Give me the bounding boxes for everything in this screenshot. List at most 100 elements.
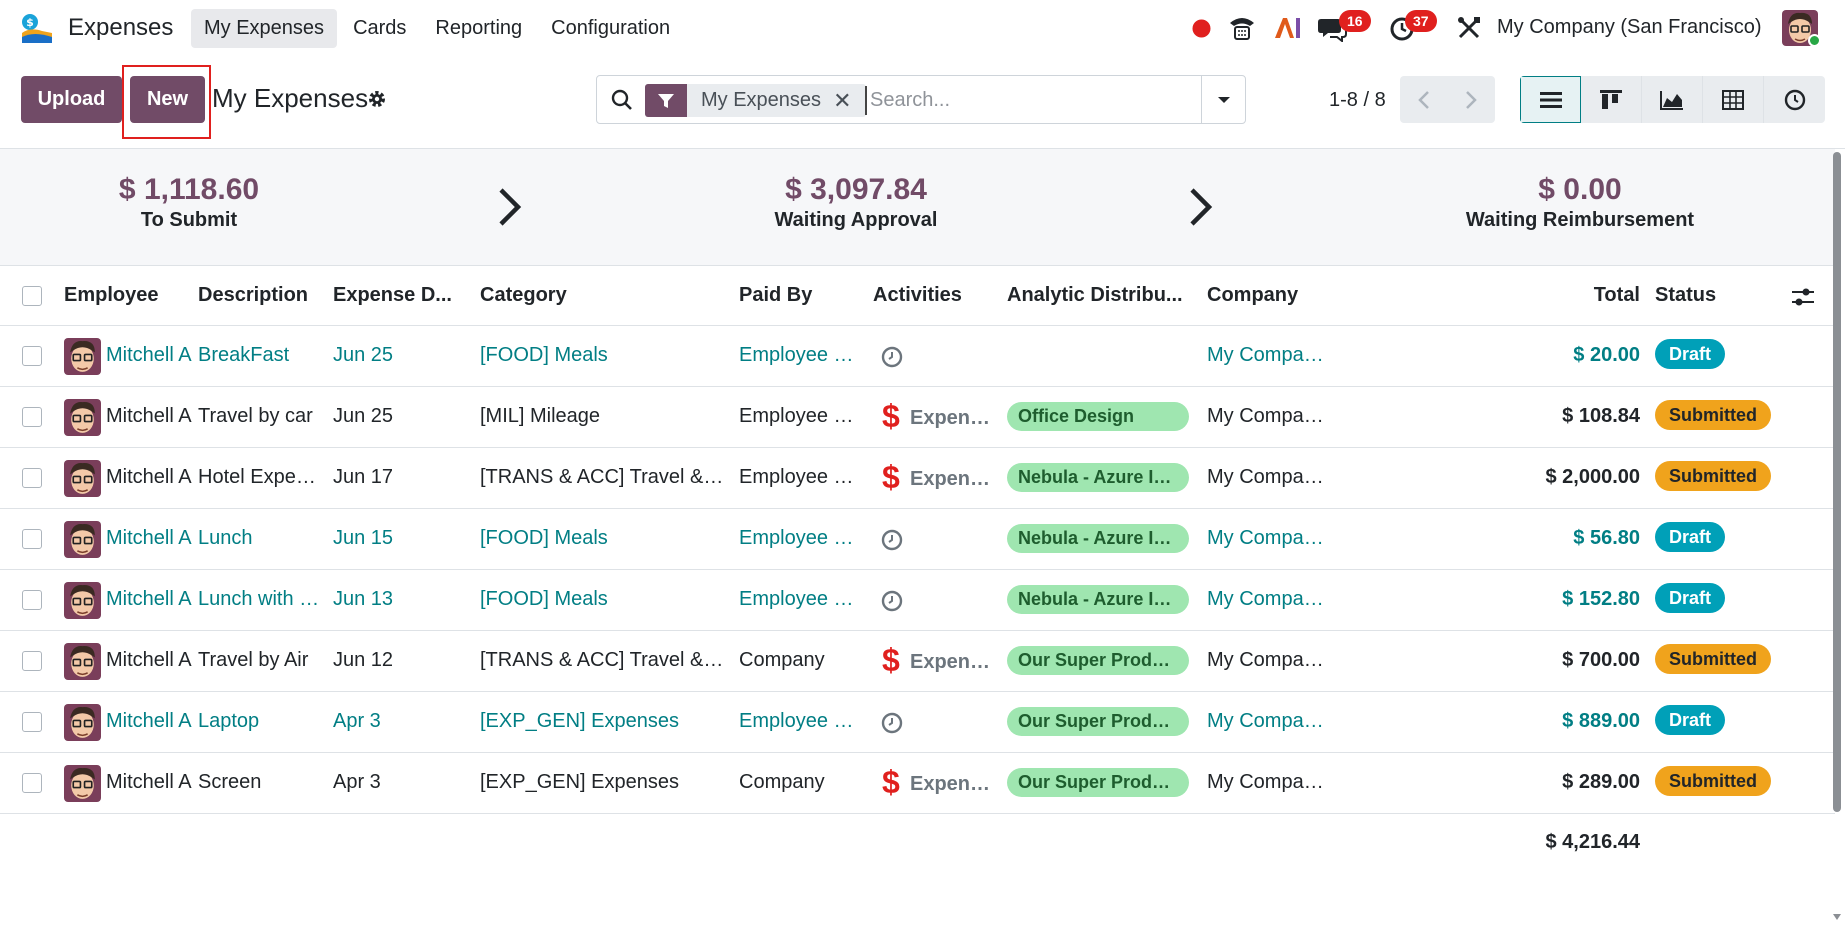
- kanban-view-button[interactable]: [1581, 76, 1642, 123]
- cell-employee: Mitchell Admin: [106, 710, 192, 732]
- clock-icon: [1784, 89, 1805, 110]
- activity-dollar-icon[interactable]: $: [882, 398, 900, 434]
- summary-to-submit-label: To Submit: [140, 209, 238, 231]
- table-row[interactable]: Mitchell Admin Screen Apr 3 [EXP_GEN] Expen…: [0, 753, 1835, 814]
- cell-category: [FOOD] Meals: [480, 344, 608, 366]
- pager-previous-button[interactable]: [1400, 76, 1447, 123]
- row-checkbox[interactable]: [22, 468, 42, 488]
- table-row[interactable]: Mitchell Admin Travel by car Jun 25 [MIL] M…: [0, 387, 1835, 448]
- col-paid-by[interactable]: Paid By: [739, 284, 813, 306]
- search-options-toggle[interactable]: [1201, 76, 1245, 123]
- cell-company: My Company (San Francisco): [1207, 405, 1333, 427]
- menu-cards[interactable]: Cards: [353, 17, 407, 39]
- employee-avatar: [64, 460, 101, 497]
- pager-next-button[interactable]: [1447, 76, 1494, 123]
- col-expense-date[interactable]: Expense D...: [333, 284, 452, 306]
- select-all-checkbox[interactable]: [22, 286, 42, 306]
- row-checkbox[interactable]: [22, 529, 42, 549]
- row-checkbox[interactable]: [22, 590, 42, 610]
- upload-button[interactable]: Upload: [21, 76, 122, 123]
- company-switcher[interactable]: My Company (San Francisco): [1497, 16, 1762, 38]
- pivot-view-button[interactable]: [1703, 76, 1764, 123]
- cell-paid-by: Employee (to reimburse): [739, 710, 855, 732]
- activity-view-button[interactable]: [1764, 76, 1825, 123]
- cell-employee: Mitchell Admin: [106, 527, 192, 549]
- scroll-down-arrow-icon[interactable]: [1832, 913, 1842, 921]
- cell-expense-date: Jun 17: [333, 466, 394, 488]
- expenses-app-icon[interactable]: $: [20, 13, 54, 43]
- table-row[interactable]: Mitchell Admin Laptop Apr 3 [EXP_GEN] Expen…: [0, 692, 1835, 753]
- user-avatar-icon: [1782, 10, 1818, 46]
- search-icon[interactable]: [611, 89, 633, 111]
- row-checkbox[interactable]: [22, 407, 42, 427]
- activity-clock-icon[interactable]: [881, 712, 903, 734]
- user-avatar[interactable]: [1782, 10, 1818, 46]
- row-checkbox[interactable]: [22, 773, 42, 793]
- col-status[interactable]: Status: [1655, 284, 1717, 306]
- pager-value[interactable]: 1-8 / 8: [1329, 89, 1386, 111]
- menu-reporting[interactable]: Reporting: [435, 17, 523, 39]
- list-view-button[interactable]: [1520, 76, 1581, 123]
- search-input[interactable]: [865, 86, 1195, 115]
- gear-icon[interactable]: [367, 89, 387, 109]
- col-employee[interactable]: Employee: [64, 284, 159, 306]
- activity-clock-icon[interactable]: [881, 590, 903, 612]
- cell-description: BreakFast: [198, 344, 290, 366]
- summary-to-submit[interactable]: $ 1,118.60 To Submit: [89, 173, 289, 232]
- optional-columns-icon[interactable]: [1792, 287, 1814, 307]
- recording-icon[interactable]: [1192, 19, 1211, 38]
- activity-clock-icon[interactable]: [881, 529, 903, 551]
- cell-activity-summary[interactable]: Expense Approval: [910, 468, 994, 490]
- ai-icon[interactable]: [1274, 16, 1302, 40]
- employee-avatar-icon: [64, 338, 101, 375]
- cell-company: My Company (San Francisco): [1207, 466, 1333, 488]
- cell-description: Travel by Air: [198, 649, 309, 671]
- cell-activity-summary[interactable]: Expense Approval: [910, 651, 994, 673]
- chevron-right-icon: [1190, 188, 1213, 226]
- tools-icon[interactable]: [1457, 16, 1481, 40]
- cell-category: [TRANS & ACC] Travel & Accommodation: [480, 466, 725, 488]
- activity-dollar-icon[interactable]: $: [882, 459, 900, 495]
- facet-remove-icon[interactable]: ✕: [833, 87, 852, 113]
- menu-my-expenses[interactable]: My Expenses: [191, 9, 338, 48]
- row-checkbox[interactable]: [22, 346, 42, 366]
- vertical-scrollbar[interactable]: [1833, 152, 1841, 812]
- cell-category: [EXP_GEN] Expenses: [480, 710, 679, 732]
- activity-clock-icon[interactable]: [881, 346, 903, 368]
- search-facet: My Expenses ✕: [645, 84, 866, 117]
- summary-waiting-approval-amount: $ 3,097.84: [785, 173, 927, 206]
- employee-avatar: [64, 338, 101, 375]
- col-activities[interactable]: Activities: [873, 284, 962, 306]
- cell-activity-summary[interactable]: Expense Approval: [910, 407, 994, 429]
- grand-total: $ 4,216.44: [1545, 831, 1640, 853]
- col-total[interactable]: Total: [1593, 284, 1640, 306]
- cell-category: [EXP_GEN] Expenses: [480, 771, 679, 793]
- app-name[interactable]: Expenses: [68, 14, 174, 41]
- summary-waiting-reimbursement-label: Waiting Reimbursement: [1465, 209, 1695, 231]
- cell-paid-by: Employee (to reimburse): [739, 466, 855, 488]
- new-button[interactable]: New: [130, 76, 205, 123]
- table-row[interactable]: Mitchell Admin Hotel Expenses Jun 17 [TRANS…: [0, 448, 1835, 509]
- summary-to-submit-amount: $ 1,118.60: [118, 173, 260, 206]
- row-checkbox[interactable]: [22, 651, 42, 671]
- activity-dollar-icon[interactable]: $: [882, 642, 900, 678]
- col-company[interactable]: Company: [1207, 284, 1299, 306]
- menu-configuration[interactable]: Configuration: [551, 17, 671, 39]
- table-row[interactable]: Mitchell Admin Travel by Air Jun 12 [TRANS …: [0, 631, 1835, 692]
- summary-waiting-approval[interactable]: $ 3,097.84 Waiting Approval: [736, 173, 976, 232]
- table-row[interactable]: Mitchell Admin Lunch Jun 15 [FOOD] Meals Emp…: [0, 509, 1835, 570]
- graph-view-button[interactable]: [1642, 76, 1703, 123]
- table-row[interactable]: Mitchell Admin BreakFast Jun 25 [FOOD] Meal…: [0, 326, 1835, 387]
- employee-avatar-icon: [64, 460, 101, 497]
- activity-dollar-icon[interactable]: $: [882, 764, 900, 800]
- cell-paid-by: Company: [739, 649, 825, 671]
- row-checkbox[interactable]: [22, 712, 42, 732]
- table-row[interactable]: Mitchell Admin Lunch with customer Jun 13 […: [0, 570, 1835, 631]
- col-description[interactable]: Description: [198, 284, 309, 306]
- col-analytic-distribution[interactable]: Analytic Distribu...: [1007, 284, 1183, 306]
- summary-waiting-reimbursement[interactable]: $ 0.00 Waiting Reimbursement: [1430, 173, 1730, 232]
- col-category[interactable]: Category: [480, 284, 567, 306]
- cell-activity-summary[interactable]: Expense Approval: [910, 773, 994, 795]
- cell-total: $ 2,000.00: [1545, 466, 1640, 488]
- phone-icon[interactable]: [1228, 15, 1256, 41]
